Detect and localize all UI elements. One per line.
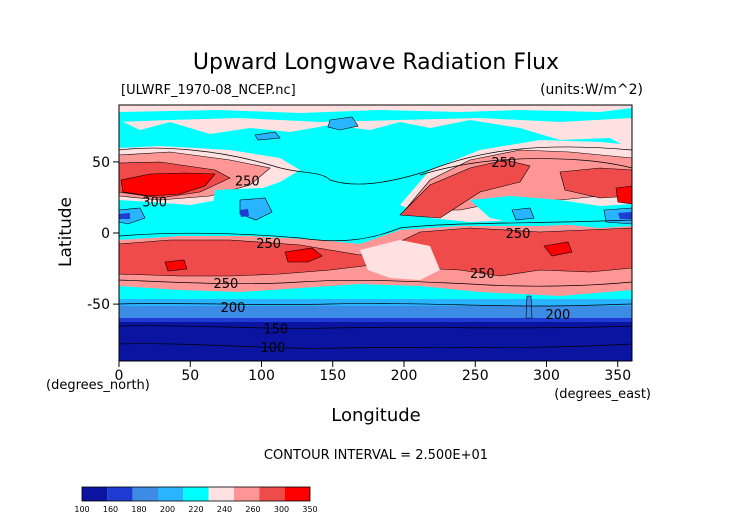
asia-red-region <box>399 159 531 219</box>
chart-title: Upward Longwave Radiation Flux <box>193 50 559 75</box>
y-tick-label: 0 <box>101 226 110 242</box>
tropical-hot-spot-3 <box>543 241 573 257</box>
x-axis-label: Longitude <box>331 405 421 426</box>
colorbar-swatch <box>107 487 133 501</box>
contour-label: 250 <box>235 174 260 189</box>
contour-line-nh-250 <box>119 146 632 185</box>
contour-line-sh-100 <box>119 343 632 349</box>
x-tick-label: 200 <box>391 368 418 384</box>
contour-label: 100 <box>260 341 285 356</box>
contour-label: 250 <box>470 267 495 282</box>
x-tick-label: 50 <box>181 368 199 384</box>
colorbar-frame <box>81 486 311 502</box>
y-unit-label: (degrees_north) <box>46 378 150 393</box>
colorbar-level-label: 300 <box>274 505 289 514</box>
x-tick-label: 250 <box>462 368 489 384</box>
colorbar-swatch <box>183 487 209 501</box>
nh-hot-core-left <box>120 172 216 197</box>
x-tick-label: 150 <box>319 368 346 384</box>
arctic-blue-blob <box>327 116 359 131</box>
colorbar-level-label: 350 <box>302 505 317 514</box>
itcz-deep-patch-left <box>119 213 130 219</box>
plot-area: 250 250 300 250 250 250 250 200 200 150 100 <box>119 105 632 361</box>
units-label: (units:W/m^2) <box>540 82 643 98</box>
contour-label: 250 <box>506 227 531 242</box>
contour-label: 250 <box>491 156 516 171</box>
y-tick-label: 50 <box>92 155 110 171</box>
pacific-cyan-patch <box>470 196 632 228</box>
pacific-blue-patch <box>511 207 535 221</box>
contour-label: 250 <box>213 277 238 292</box>
colorbar-swatch <box>208 487 234 501</box>
contour-line-sh-200 <box>119 303 632 307</box>
colorbar-swatch <box>132 487 158 501</box>
atlantic-pink-tongue <box>360 240 440 280</box>
y-axis-label: Latitude <box>56 197 76 267</box>
arctic-cyan-streak <box>119 108 632 122</box>
colorbar: 100 160 180 200 220 240 260 300 350 <box>74 486 318 514</box>
source-file-label: [ULWRF_1970-08_NCEP.nc] <box>121 83 296 98</box>
colorbar-swatch <box>234 487 260 501</box>
itcz-blue-patch-left <box>119 207 146 225</box>
asia-hot-core <box>615 185 632 205</box>
colorbar-level-label: 160 <box>103 505 118 514</box>
contour-line-trop-n <box>119 219 632 242</box>
africa-dark-dot <box>240 209 249 217</box>
colorbar-level-label: 180 <box>131 505 146 514</box>
colorbar-level-label: 240 <box>217 505 232 514</box>
colorbar-swatch <box>158 487 184 501</box>
contour-line-nh-250b <box>419 158 632 176</box>
itcz-cyan-patch-left <box>119 205 210 228</box>
band-antarctic <box>119 322 632 361</box>
contour-label: 300 <box>142 196 167 211</box>
colorbar-level-label: 200 <box>160 505 175 514</box>
x-unit-label: (degrees_east) <box>554 387 651 402</box>
contour-line-sh-150 <box>119 325 632 329</box>
band-180-s <box>119 318 632 323</box>
contour-label: 200 <box>221 301 246 316</box>
contour-lines <box>119 146 632 349</box>
colorbar-level-label: 260 <box>245 505 260 514</box>
contour-line-trop-s <box>119 279 632 287</box>
colorbar-level-label: 100 <box>74 505 89 514</box>
y-axis: -50 0 50 <box>87 155 119 313</box>
colorbar-swatch <box>284 487 310 501</box>
x-tick-label: 100 <box>248 368 275 384</box>
pacific-deep-right <box>618 212 632 219</box>
x-tick-label: 300 <box>533 368 560 384</box>
x-tick-label: 0 <box>115 368 124 384</box>
colorbar-swatch <box>82 487 108 501</box>
asia-red-right <box>559 167 632 199</box>
contour-label: 250 <box>256 237 281 252</box>
spike-290 <box>525 295 533 319</box>
contour-label: 150 <box>263 322 288 337</box>
colorbar-level-label: 220 <box>188 505 203 514</box>
contour-interval-label: CONTOUR INTERVAL = 2.500E+01 <box>264 448 488 463</box>
band-200-s <box>119 306 632 320</box>
contour-label-layer: 250 250 300 250 250 250 250 200 200 150 100 <box>142 156 570 356</box>
contour-label: 200 <box>545 308 570 323</box>
x-axis: 0 50 100 150 200 250 300 350 <box>115 361 631 384</box>
tropical-hot-spot-1 <box>164 259 188 272</box>
tropical-hot-spot-2 <box>284 247 323 263</box>
arctic-blue-blob-2 <box>254 131 281 141</box>
y-tick-label: -50 <box>87 297 110 313</box>
colorbar-swatch <box>259 487 285 501</box>
x-tick-label: 350 <box>604 368 631 384</box>
